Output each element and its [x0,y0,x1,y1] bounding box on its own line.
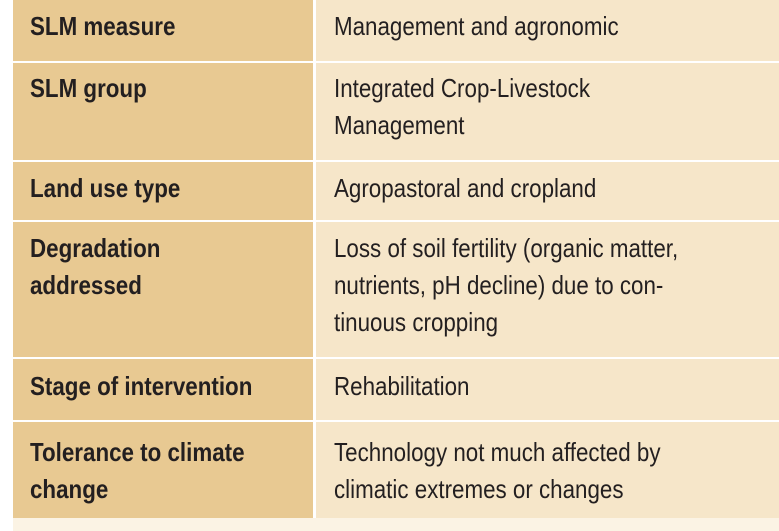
table-row-slm-group: SLM group Integrated Crop-Livestock Mana… [13,62,779,162]
row-value: Technology not much affected by climatic… [314,421,779,525]
footer-band [13,518,779,531]
row-label: Degradation addressed [13,221,316,359]
row-value: Integrated Crop-Livestock Management [314,62,779,162]
table-row-land-use-type: Land use type Agropastoral and cropland [13,161,779,222]
row-value: Loss of soil fertility (organic matter, … [314,221,779,359]
row-value: Rehabilitation [314,358,779,422]
row-value: Agropastoral and cropland [314,161,779,222]
table-row-tolerance-to-climate-change: Tolerance to climate change Technology n… [13,421,779,525]
row-label: Land use type [13,161,316,222]
row-label: SLM measure [13,0,316,63]
row-label: Tolerance to climate change [13,421,316,525]
row-label: Stage of intervention [13,358,316,422]
table-row-degradation-addressed: Degradation addressed Loss of soil ferti… [13,221,779,359]
table-row-slm-measure: SLM measure Management and agronomic [13,0,779,63]
row-label: SLM group [13,62,316,162]
slm-summary-table: SLM measure Management and agronomic SLM… [13,0,779,525]
row-value: Management and agronomic [314,0,779,63]
table-row-stage-of-intervention: Stage of intervention Rehabilitation [13,358,779,422]
